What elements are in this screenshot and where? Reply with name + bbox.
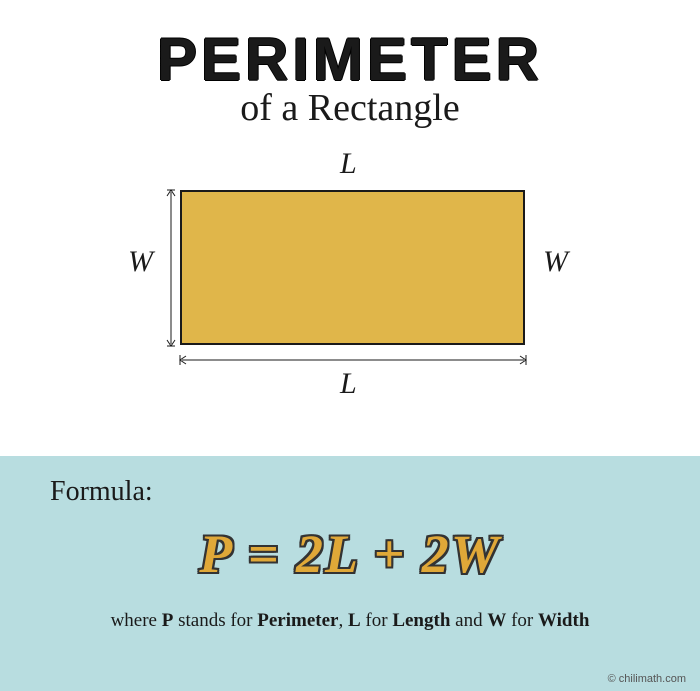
desc-p-var: P [162, 610, 174, 631]
label-left-W: W [128, 245, 153, 279]
desc-l-var: L [348, 610, 361, 631]
width-arrow [165, 188, 177, 348]
credit-text: © chilimath.com [608, 673, 686, 685]
rectangle-shape [180, 190, 525, 345]
desc-text: stands for [173, 610, 257, 631]
title-main: PERIMETER [0, 25, 700, 94]
desc-p-word: Perimeter [257, 610, 338, 631]
desc-text: and [450, 610, 487, 631]
desc-w-var: W [487, 610, 506, 631]
formula-description: where P stands for Perimeter, L for Leng… [50, 610, 650, 632]
label-bottom-L: L [340, 367, 357, 401]
desc-l-word: Length [392, 610, 450, 631]
desc-text: for [506, 610, 538, 631]
desc-w-word: Width [538, 610, 589, 631]
rectangle-diagram: L L W W [0, 145, 700, 425]
label-top-L: L [340, 147, 357, 181]
desc-text: where [111, 610, 162, 631]
header-section: PERIMETER of a Rectangle [0, 0, 700, 130]
desc-text: , [338, 610, 348, 631]
formula-expression: P = 2L + 2W [50, 523, 650, 585]
formula-section: Formula: P = 2L + 2W where P stands for … [0, 456, 700, 691]
length-arrow [178, 353, 528, 367]
label-right-W: W [543, 245, 568, 279]
desc-text: for [361, 610, 393, 631]
formula-label: Formula: [50, 476, 650, 508]
